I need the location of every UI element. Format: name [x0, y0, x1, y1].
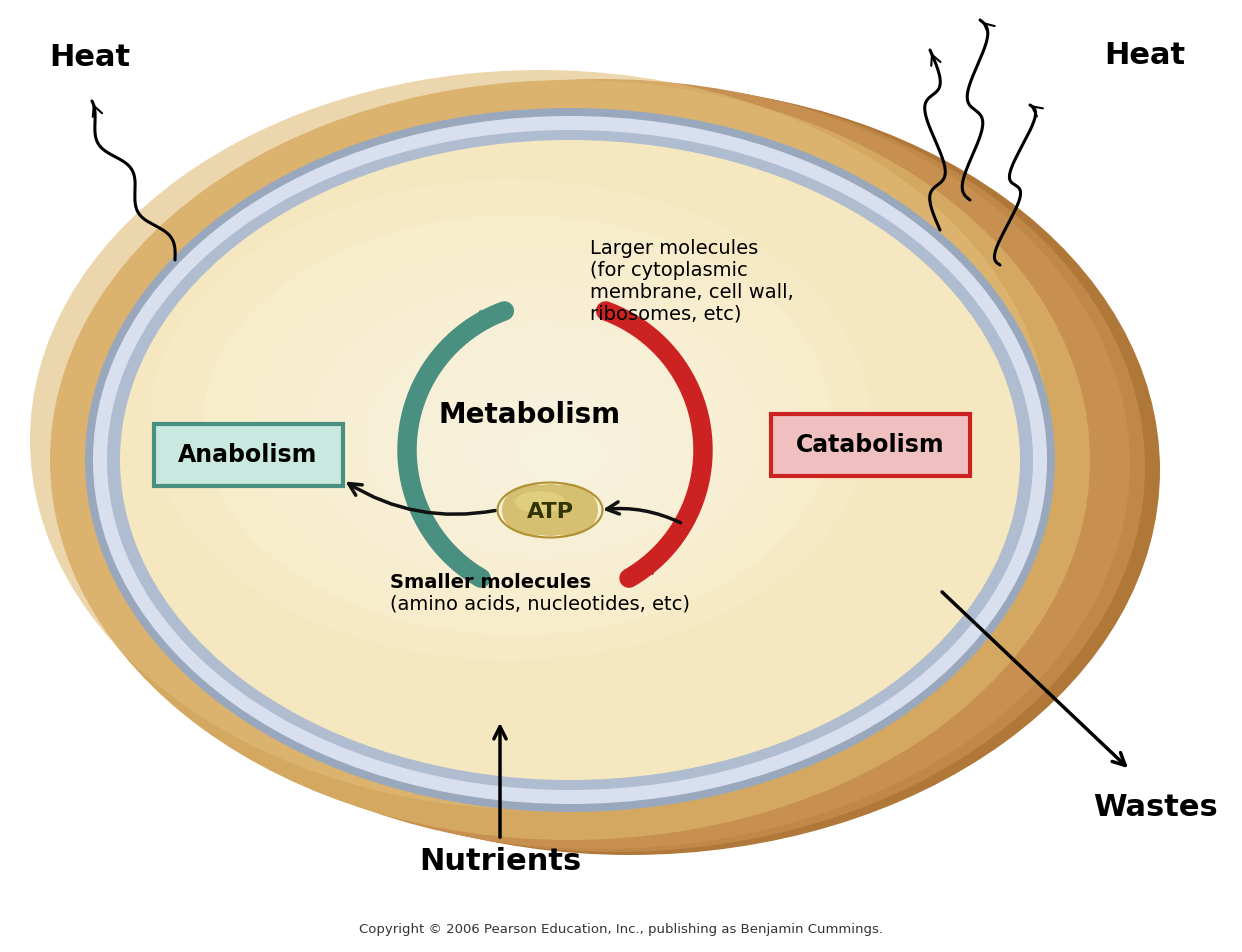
Ellipse shape	[150, 180, 869, 660]
Text: Anabolism: Anabolism	[179, 443, 318, 467]
Text: Nutrients: Nutrients	[419, 847, 581, 877]
Ellipse shape	[202, 215, 832, 635]
Text: (amino acids, nucleotides, etc): (amino acids, nucleotides, etc)	[390, 594, 691, 613]
Ellipse shape	[70, 79, 1130, 849]
Ellipse shape	[84, 82, 1145, 852]
Text: Wastes: Wastes	[1093, 794, 1217, 823]
FancyBboxPatch shape	[154, 424, 343, 486]
Text: Metabolism: Metabolism	[438, 401, 621, 429]
Ellipse shape	[101, 85, 1160, 855]
Text: ATP: ATP	[527, 502, 574, 522]
Ellipse shape	[502, 484, 561, 536]
Ellipse shape	[255, 250, 795, 610]
Text: (for cytoplasmic: (for cytoplasmic	[590, 261, 748, 280]
Ellipse shape	[518, 425, 607, 485]
FancyBboxPatch shape	[770, 414, 970, 476]
Text: Heat: Heat	[1104, 41, 1186, 69]
Ellipse shape	[30, 70, 1049, 810]
Ellipse shape	[93, 116, 1047, 804]
Ellipse shape	[360, 320, 720, 560]
Ellipse shape	[520, 484, 580, 536]
Ellipse shape	[515, 491, 565, 513]
Ellipse shape	[120, 140, 1020, 780]
Ellipse shape	[107, 130, 1033, 790]
Text: Larger molecules: Larger molecules	[590, 239, 759, 257]
Text: membrane, cell wall,: membrane, cell wall,	[590, 283, 794, 302]
Ellipse shape	[412, 355, 683, 535]
Ellipse shape	[84, 108, 1054, 812]
Ellipse shape	[308, 285, 758, 585]
Text: Copyright © 2006 Pearson Education, Inc., publishing as Benjamin Cummings.: Copyright © 2006 Pearson Education, Inc.…	[359, 923, 883, 937]
Text: Heat: Heat	[50, 44, 130, 72]
Ellipse shape	[465, 390, 645, 510]
Text: ribosomes, etc): ribosomes, etc)	[590, 305, 741, 324]
Ellipse shape	[538, 484, 597, 536]
Text: Catabolism: Catabolism	[796, 433, 944, 457]
Ellipse shape	[50, 80, 1090, 840]
Text: Smaller molecules: Smaller molecules	[390, 572, 591, 591]
